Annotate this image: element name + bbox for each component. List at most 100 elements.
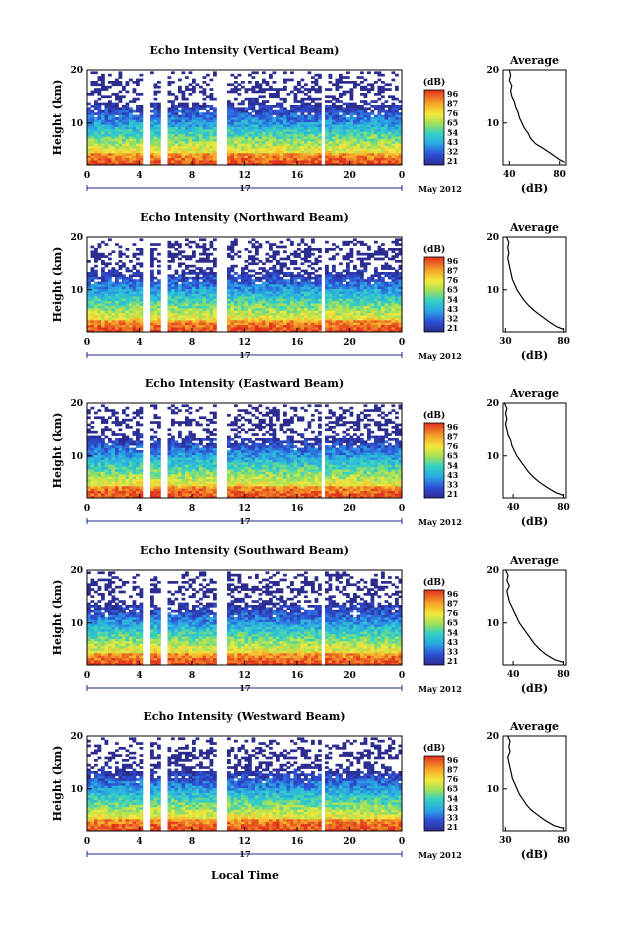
heatmap-cell [325, 121, 329, 125]
heatmap-cell [381, 117, 385, 120]
heatmap-cell [307, 97, 312, 101]
heatmap-cell [297, 148, 301, 151]
heatmap-cell [297, 324, 301, 328]
heatmap-cell [118, 155, 123, 159]
heatmap-cell [101, 78, 105, 82]
heatmap-cell [335, 279, 340, 282]
heatmap-cell [206, 279, 210, 282]
heatmap-cell [304, 153, 308, 156]
heatmap-cell [384, 262, 389, 266]
heatmap-cell [97, 276, 102, 280]
x-tick-label: 16 [291, 171, 304, 181]
heatmap-cell [265, 124, 270, 127]
heatmap-cell [150, 155, 154, 159]
heatmap-cell [290, 252, 294, 256]
heatmap-cell [188, 288, 193, 292]
heatmap-cell [248, 131, 252, 135]
heatmap-cell [185, 143, 189, 147]
heatmap-cell [391, 312, 396, 316]
heatmap-cell [328, 114, 333, 118]
heatmap-cell [318, 284, 322, 287]
heatmap-cell [265, 305, 270, 309]
heatmap-cell [139, 141, 144, 144]
heatmap-cell [381, 288, 385, 292]
heatmap-cell [363, 145, 368, 149]
heatmap-cell [115, 93, 119, 96]
heatmap-cell [272, 148, 277, 151]
heatmap-cell [276, 296, 280, 299]
heatmap-cell [185, 105, 189, 108]
heatmap-cell [367, 124, 371, 127]
heatmap-cell [353, 81, 357, 84]
heatmap-cell [342, 133, 347, 137]
heatmap-cell [377, 71, 382, 75]
heatmap-cell [272, 308, 277, 311]
heatmap-cell [118, 255, 123, 258]
heatmap-cell [276, 252, 280, 256]
heatmap-cell [97, 298, 102, 302]
heatmap-cell [150, 143, 154, 147]
heatmap-cell [283, 162, 287, 166]
heatmap-cell [199, 143, 203, 147]
heatmap-cell [395, 288, 399, 292]
heatmap-cell [101, 141, 105, 144]
heatmap-cell [241, 291, 245, 294]
heatmap-cell [353, 264, 357, 268]
heatmap-cell [199, 136, 203, 139]
heatmap-cell [153, 83, 158, 87]
heatmap-cell [262, 288, 266, 292]
heatmap-cell [300, 286, 305, 290]
heatmap-cell [286, 255, 291, 258]
heatmap-cell [332, 322, 336, 326]
heatmap-cell [150, 269, 154, 273]
heatmap-cell [129, 296, 133, 299]
heatmap-cell [94, 124, 98, 127]
heatmap-cell [262, 308, 266, 311]
heatmap-cell [360, 322, 364, 326]
heatmap-cell [356, 272, 361, 275]
heatmap-cell [311, 320, 315, 323]
heatmap-cell [178, 317, 182, 321]
heatmap-cell [150, 324, 154, 328]
heatmap-cell [136, 281, 140, 285]
heatmap-cell [248, 320, 252, 323]
heatmap-cell [300, 305, 305, 309]
heatmap-cell [237, 310, 242, 314]
heatmap-cell [276, 117, 280, 120]
heatmap-cell [276, 298, 280, 302]
heatmap-cell [150, 276, 154, 280]
heatmap-cell [139, 117, 144, 120]
heatmap-cell [101, 269, 105, 273]
heatmap-cell [185, 76, 189, 79]
heatmap-cell [269, 276, 273, 280]
heatmap-cell [356, 148, 361, 151]
heatmap-cell [251, 279, 256, 282]
heatmap-cell [335, 300, 340, 304]
heatmap-cell [202, 150, 207, 154]
heatmap-cell [251, 162, 256, 166]
heatmap-cell [388, 281, 392, 285]
heatmap-cell [122, 114, 126, 118]
heatmap-cell [318, 162, 322, 166]
heatmap-cell [171, 310, 175, 314]
heatmap-cell [269, 312, 273, 316]
heatmap-cell [188, 138, 193, 142]
heatmap-cell [300, 136, 305, 139]
heatmap-cell [213, 117, 217, 120]
heatmap-cell [318, 138, 322, 142]
heatmap-cell [234, 155, 238, 159]
heatmap-cell [174, 105, 179, 108]
heatmap-cell [328, 145, 333, 149]
heatmap-cell [129, 131, 133, 135]
heatmap-cell [283, 157, 287, 161]
heatmap-cell [122, 274, 126, 278]
heatmap-cell [213, 131, 217, 135]
heatmap-cell [258, 148, 263, 151]
heatmap-cell [342, 329, 347, 333]
heatmap-cell [111, 150, 116, 154]
heatmap-cell [353, 329, 357, 333]
heatmap-cell [297, 305, 301, 309]
heatmap-cell [377, 298, 382, 302]
heatmap-cell [115, 303, 119, 306]
heatmap-cell [199, 288, 203, 292]
